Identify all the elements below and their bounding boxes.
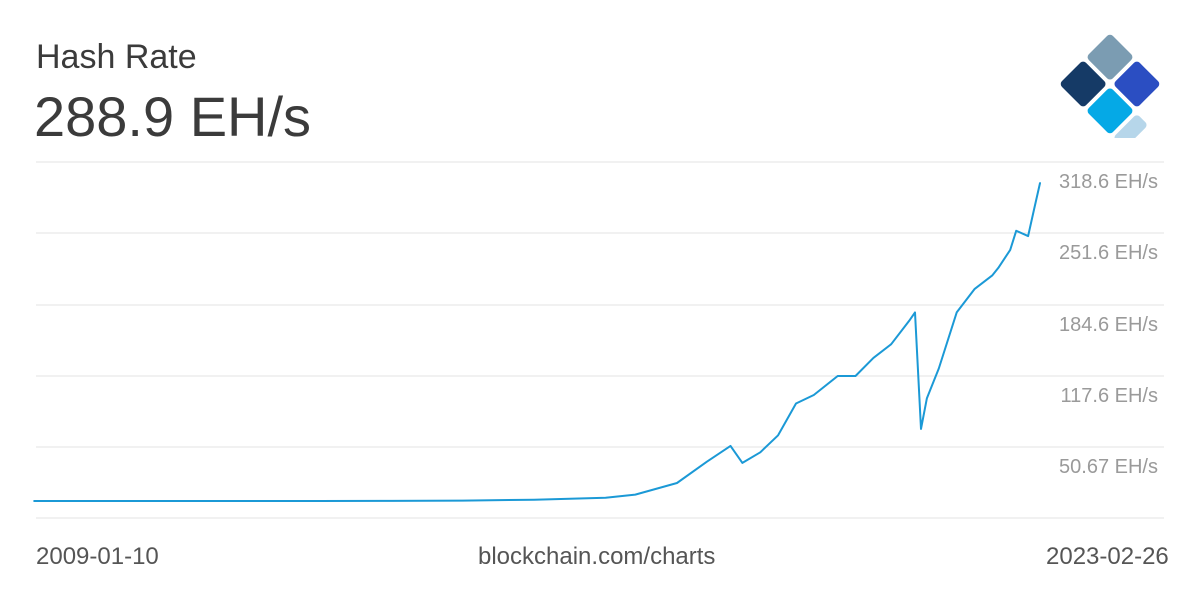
gridlines [36, 161, 1164, 519]
logo-tile-left [1060, 61, 1106, 107]
logo-tile-right [1114, 61, 1160, 107]
current-value: 288.9 EH/s [34, 85, 312, 148]
chart-title: Hash Rate [36, 38, 197, 76]
start-date-label: 2009-01-10 [36, 543, 159, 570]
y-tick-label: 251.6 EH/s [1059, 242, 1158, 264]
y-tick-label: 50.67 EH/s [1059, 456, 1158, 478]
y-axis-ticks: 50.67 EH/s 117.6 EH/s 184.6 EH/s 251.6 EH/s… [1059, 171, 1158, 478]
source-link[interactable]: blockchain.com/charts [478, 543, 716, 570]
logo-tile-edge [1114, 115, 1147, 138]
hash-rate-line [33, 182, 1041, 502]
y-tick-label: 318.6 EH/s [1059, 171, 1158, 193]
logo-tile-top [1087, 34, 1133, 80]
y-tick-label: 117.6 EH/s [1061, 385, 1158, 407]
end-date-label: 2023-02-26 [1046, 543, 1169, 570]
y-tick-label: 184.6 EH/s [1059, 314, 1158, 336]
logo-tile-bottom [1087, 88, 1133, 134]
blockchain-logo [1060, 34, 1160, 138]
